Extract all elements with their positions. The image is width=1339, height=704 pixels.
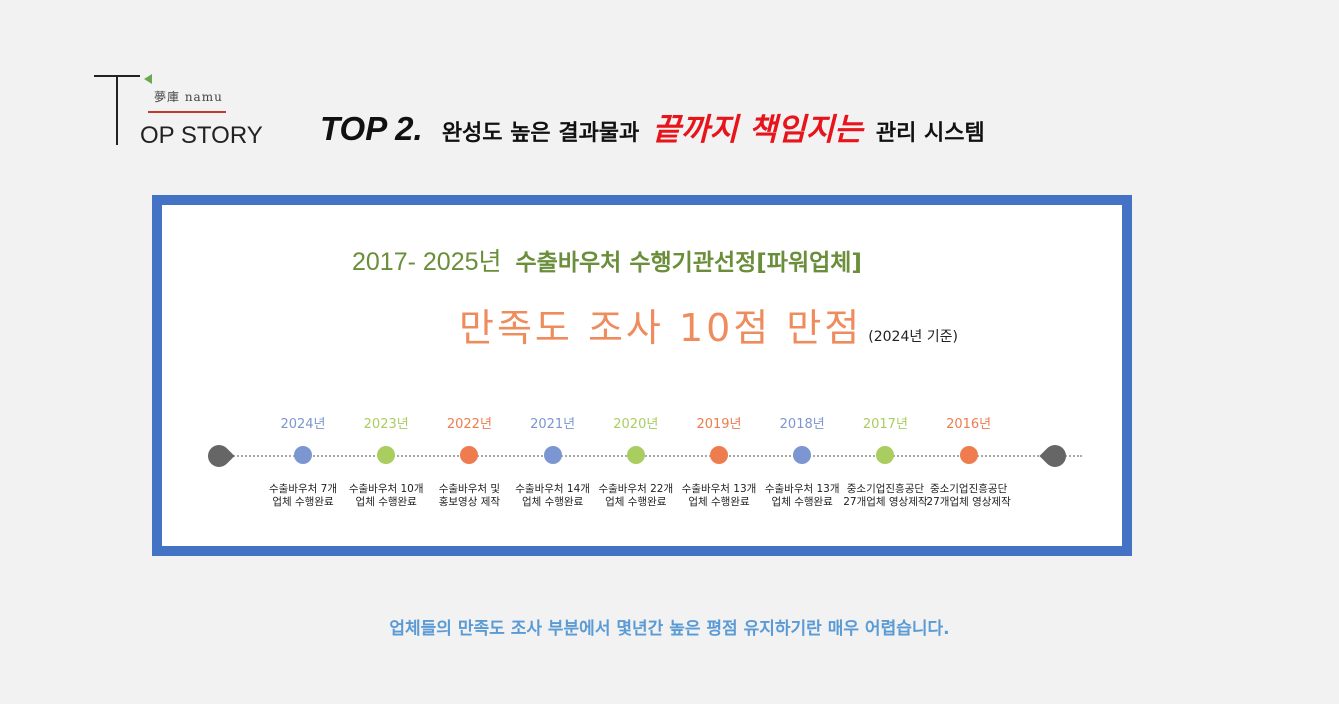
timeline-description: 수출바우처 7개 업체 수행완료 <box>269 483 337 508</box>
timeline-dot <box>626 446 645 464</box>
timeline-dot <box>377 446 396 464</box>
achievement-card: 2017- 2025년 수출바우처 수행기관선정[파워업체] 만족도 조사 10점… <box>152 195 1132 556</box>
logo-brand: 夢庫 namu <box>154 90 223 104</box>
selection-years: 2017- 2025년 <box>352 248 502 276</box>
timeline-description: 수출바우처 13개 업체 수행완료 <box>681 483 757 508</box>
logo-t-stem <box>116 75 118 145</box>
timeline-description: 수출바우처 및 홍보영상 제작 <box>438 483 501 508</box>
timeline-dot <box>543 446 562 464</box>
timeline-year: 2022년 <box>446 417 492 432</box>
timeline-year: 2018년 <box>779 417 825 432</box>
timeline-line <box>222 455 1082 457</box>
satisfaction-basis: (2024년 기준) <box>868 329 958 345</box>
selection-line: 2017- 2025년 수출바우처 수행기관선정[파워업체] <box>352 242 862 278</box>
headline-part-b: 관리 시스템 <box>875 121 985 146</box>
timeline-year: 2021년 <box>530 417 576 432</box>
timeline-end-cap <box>1039 440 1071 472</box>
timeline-description: 수출바우처 13개 업체 수행완료 <box>764 483 840 508</box>
timeline-dot <box>460 446 479 464</box>
timeline-description: 중소기업진흥공단 27개업체 영상제작 <box>926 483 1011 508</box>
card-body: 2017- 2025년 수출바우처 수행기관선정[파워업체] 만족도 조사 10점… <box>162 205 1122 546</box>
timeline-dot <box>710 446 728 464</box>
timeline-year: 2017년 <box>862 417 908 432</box>
timeline-dot <box>294 446 312 464</box>
timeline-year: 2024년 <box>280 417 326 432</box>
timeline-start-cap <box>203 440 235 472</box>
green-triangle-icon <box>144 74 152 84</box>
timeline-description: 수출바우처 14개 업체 수행완료 <box>515 483 590 508</box>
timeline-year: 2023년 <box>363 417 409 432</box>
headline-highlight: 끝까지 책임지는 <box>652 112 863 148</box>
headline-part-a: 완성도 높은 결과물과 <box>441 121 640 146</box>
timeline-dot <box>793 446 812 464</box>
satisfaction-score: 만족도 조사 10점 만점 <box>459 306 863 350</box>
timeline-description: 수출바우처 10개 업체 수행완료 <box>348 483 424 508</box>
satisfaction-line: 만족도 조사 10점 만점 (2024년 기준) <box>459 297 958 352</box>
logo-divider <box>148 111 226 113</box>
timeline-year: 2019년 <box>696 417 742 432</box>
top-story-logo: 夢庫 namu OP STORY <box>90 70 270 155</box>
timeline-description: 중소기업진흥공단 27개업체 영상제작 <box>843 483 928 508</box>
timeline-year: 2020년 <box>613 417 659 432</box>
timeline-description: 수출바우처 22개 업체 수행완료 <box>598 483 674 508</box>
timeline-dot <box>876 446 895 464</box>
footer-note: 업체들의 만족도 조사 부분에서 몇년간 높은 평점 유지하기란 매우 어렵습니… <box>389 619 950 639</box>
logo-story-text: OP STORY <box>140 122 263 149</box>
selection-title: 수출바우처 수행기관선정[파워업체] <box>515 250 862 276</box>
timeline-year: 2016년 <box>946 417 992 432</box>
headline-top-label: TOP 2. <box>320 110 423 147</box>
page-headline: TOP 2. 완성도 높은 결과물과 끝까지 책임지는 관리 시스템 <box>320 104 985 149</box>
timeline-dot <box>959 446 978 464</box>
